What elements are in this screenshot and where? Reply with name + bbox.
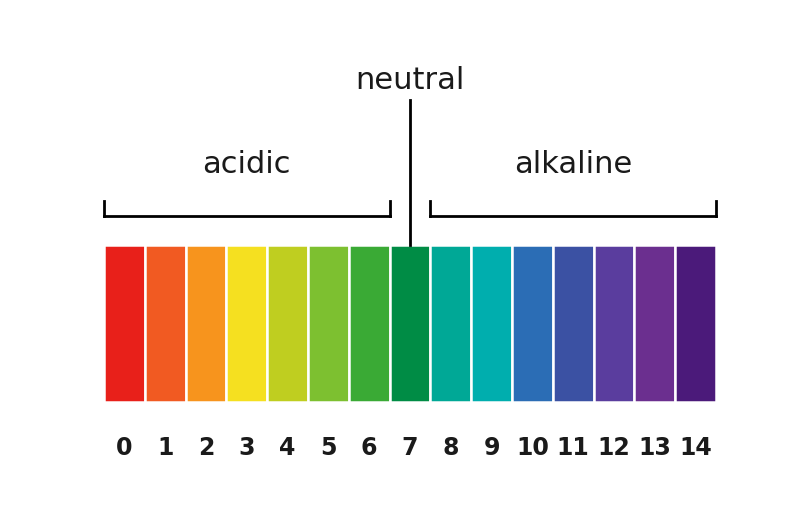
Text: 6: 6 — [361, 436, 378, 460]
Text: 14: 14 — [679, 436, 712, 460]
Text: 11: 11 — [557, 436, 590, 460]
Text: 3: 3 — [238, 436, 255, 460]
Text: 2: 2 — [198, 436, 214, 460]
Text: 9: 9 — [483, 436, 500, 460]
Text: 8: 8 — [442, 436, 459, 460]
Bar — [390, 245, 430, 402]
Bar — [186, 245, 226, 402]
Bar — [594, 245, 634, 402]
Bar — [349, 245, 390, 402]
Bar — [675, 245, 716, 402]
Text: 5: 5 — [320, 436, 337, 460]
Bar — [145, 245, 186, 402]
Bar — [267, 245, 308, 402]
Bar — [104, 245, 145, 402]
Bar — [226, 245, 267, 402]
Bar — [430, 245, 471, 402]
Bar — [634, 245, 675, 402]
Text: 4: 4 — [279, 436, 296, 460]
Bar — [512, 245, 553, 402]
Text: 12: 12 — [598, 436, 630, 460]
Text: 0: 0 — [116, 436, 133, 460]
Bar — [471, 245, 512, 402]
Text: 13: 13 — [638, 436, 671, 460]
Bar — [308, 245, 349, 402]
Text: alkaline: alkaline — [514, 150, 632, 178]
Text: 7: 7 — [402, 436, 418, 460]
Text: acidic: acidic — [202, 150, 291, 178]
Text: 10: 10 — [516, 436, 549, 460]
Text: neutral: neutral — [355, 66, 465, 95]
Bar — [553, 245, 594, 402]
Text: 1: 1 — [157, 436, 174, 460]
